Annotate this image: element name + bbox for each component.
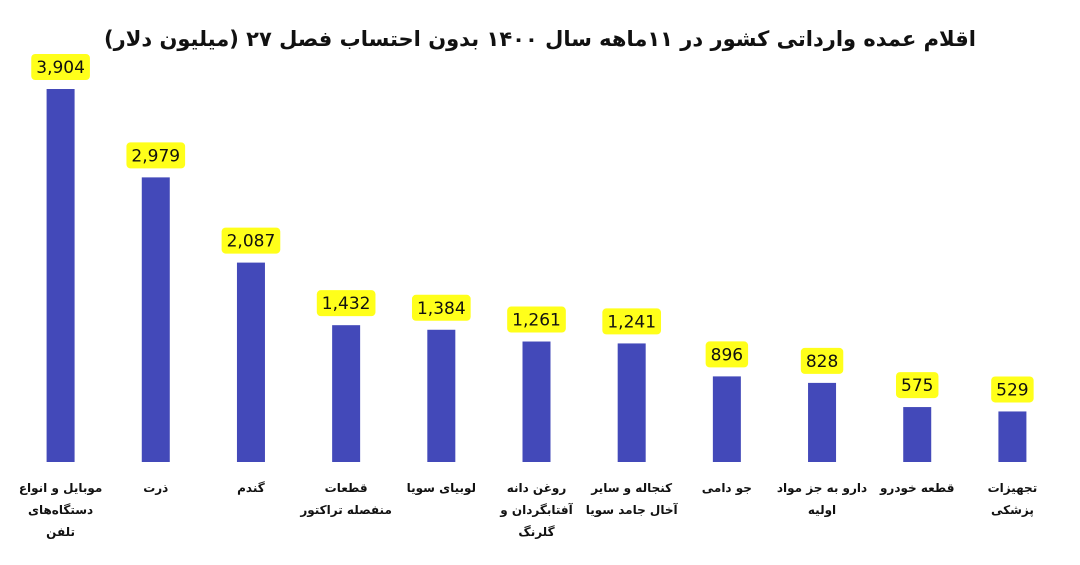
- value-label-box: [411, 294, 471, 321]
- x-tick-label: موبایل و انواع دستگاه‌های تلفن: [18, 481, 103, 539]
- bar: [427, 329, 456, 462]
- x-tick-label: ذرت: [143, 481, 169, 495]
- value-label-box: [602, 308, 662, 335]
- bar: [141, 177, 170, 462]
- value-label-box: [896, 372, 939, 399]
- value-label-box: [705, 341, 749, 368]
- chart-title: اقلام عمده وارداتی کشور در ۱۱ماهه سال ۱۴…: [104, 27, 976, 51]
- value-label-box: [126, 142, 186, 169]
- bar: [332, 325, 361, 462]
- value-label: 2,979: [131, 146, 180, 166]
- value-label: 1,432: [322, 294, 371, 314]
- value-label-box: [991, 376, 1034, 403]
- bar: [617, 343, 646, 462]
- value-label-box: [31, 54, 90, 80]
- bar: [522, 341, 551, 462]
- bar: [808, 382, 837, 462]
- bar: [712, 376, 741, 462]
- value-label: 529: [996, 380, 1028, 400]
- value-label: 2,087: [227, 232, 276, 252]
- value-label-box: [316, 290, 376, 317]
- x-tick-label: لوبیای سویا: [406, 481, 477, 495]
- x-tick-label: قطعات منفصله تراکتور: [300, 481, 392, 517]
- value-label: 896: [711, 345, 743, 365]
- bar: [998, 411, 1027, 462]
- bar: [903, 407, 932, 462]
- x-tick-label: تجهیزات پزشکی: [987, 481, 1038, 517]
- bar: [236, 262, 265, 462]
- value-label-box: [221, 227, 281, 254]
- value-label: 1,384: [417, 299, 466, 319]
- value-label: 575: [901, 376, 933, 396]
- value-label-box: [507, 306, 566, 333]
- value-label: 1,261: [512, 311, 561, 331]
- x-tick-label: جو دامی: [701, 481, 752, 495]
- x-tick-label: روغن دانه آفتابگردان و گلرنگ: [500, 481, 573, 539]
- x-tick-label: قطعه خودرو: [879, 481, 955, 495]
- x-tick-label: دارو به جز مواد اولیه: [776, 481, 868, 517]
- x-tick-label: کنجاله و سایر آخال جامد سویا: [585, 481, 678, 517]
- value-label-box: [800, 347, 844, 374]
- value-label: 828: [806, 352, 838, 372]
- value-label: 1,241: [607, 312, 656, 332]
- bar: [46, 89, 75, 462]
- x-tick-label: گندم: [237, 481, 265, 495]
- value-label: 3,904: [36, 58, 85, 78]
